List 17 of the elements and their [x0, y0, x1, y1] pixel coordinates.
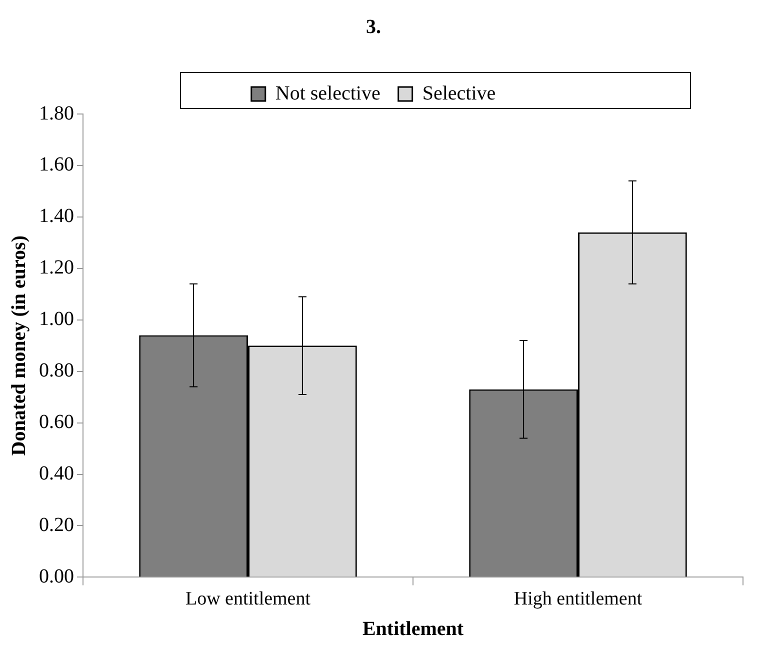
- y-tick-label: 0.20: [39, 514, 74, 536]
- x-tick-label: High entitlement: [514, 588, 643, 610]
- x-axis-title: Entitlement: [362, 618, 464, 640]
- y-tick-label: 0.80: [39, 360, 74, 382]
- chart-title: 3.: [366, 16, 381, 38]
- y-tick-label: 0.40: [39, 462, 74, 485]
- legend-label: Selective: [422, 82, 496, 104]
- y-tick-label: 1.00: [39, 308, 74, 330]
- y-tick-label: 1.80: [39, 102, 74, 124]
- legend-label: Not selective: [275, 82, 380, 104]
- y-tick-label: 1.20: [39, 256, 74, 279]
- y-tick-label: 1.60: [39, 154, 74, 176]
- y-tick-label: 1.40: [39, 205, 74, 228]
- x-tick-label: Low entitlement: [185, 588, 312, 610]
- y-tick-label: 0.00: [39, 565, 74, 588]
- y-axis-title: Donated money (in euros): [8, 236, 30, 456]
- y-tick-label: 0.60: [39, 411, 74, 434]
